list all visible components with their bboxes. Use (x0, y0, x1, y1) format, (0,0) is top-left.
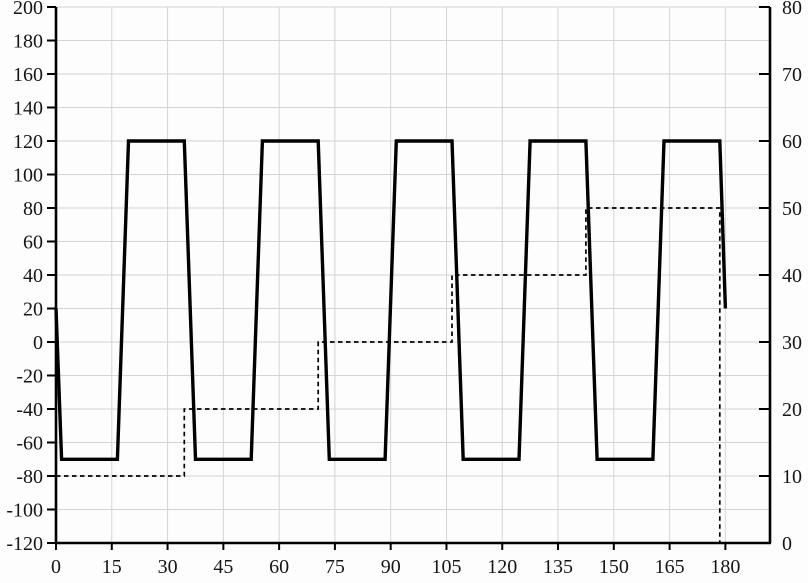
series-dashed-step (56, 207, 721, 543)
y-left-tick-label: 160 (13, 64, 43, 86)
x-tick-label: 45 (213, 556, 233, 578)
x-tick-label: 90 (381, 556, 401, 578)
x-tick-label: 180 (710, 556, 740, 578)
x-tick-label: 0 (51, 556, 61, 578)
y-left-tick-label: -40 (16, 399, 43, 421)
y-left-tick-label: 80 (23, 198, 43, 220)
y-left-tick-label: -20 (16, 366, 43, 388)
y-right-tick-label: 60 (782, 131, 802, 153)
y-left-tick-label: 180 (13, 31, 43, 53)
y-right-tick-label: 10 (782, 466, 802, 488)
y-left-tick-label: -120 (6, 533, 43, 555)
y-left-tick-label: 0 (33, 332, 43, 354)
y-left-tick-label: 140 (13, 98, 43, 120)
x-tick-label: 75 (325, 556, 345, 578)
x-tick-label: 60 (269, 556, 289, 578)
y-right-tick-label: 0 (782, 533, 792, 555)
y-left-tick-label: 60 (23, 232, 43, 254)
y-right-tick-label: 30 (782, 332, 802, 354)
y-left-tick-label: -80 (16, 466, 43, 488)
y-right-tick-label: 70 (782, 64, 802, 86)
y-left-tick-label: -60 (16, 433, 43, 455)
x-tick-label: 30 (158, 556, 178, 578)
y-left-tick-label: 100 (13, 165, 43, 187)
y-right-tick-label: 40 (782, 265, 802, 287)
x-tick-label: 135 (543, 556, 573, 578)
y-left-tick-label: 40 (23, 265, 43, 287)
series-solid-trapezoid-wave (54, 139, 728, 461)
x-tick-label: 120 (487, 556, 517, 578)
y-right-tick-label: 50 (782, 198, 802, 220)
y-left-tick-label: 20 (23, 299, 43, 321)
y-right-tick-label: 20 (782, 399, 802, 421)
y-left-tick-label: 120 (13, 131, 43, 153)
x-tick-label: 165 (655, 556, 685, 578)
y-left-tick-label: -100 (6, 500, 43, 522)
y-right-tick-label: 80 (782, 0, 802, 19)
x-tick-label: 15 (102, 556, 122, 578)
x-tick-label: 150 (599, 556, 629, 578)
y-left-tick-label: 200 (13, 0, 43, 19)
x-tick-label: 105 (431, 556, 461, 578)
